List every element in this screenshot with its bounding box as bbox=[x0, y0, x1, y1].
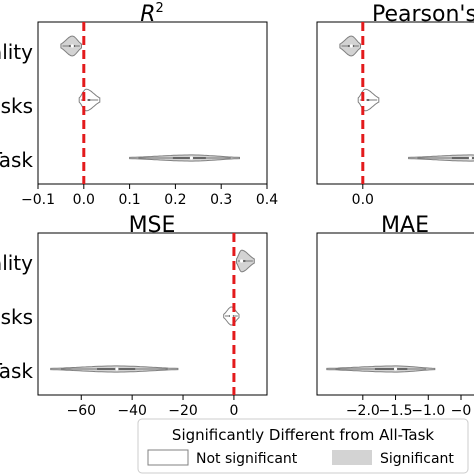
x-tick-label: −20 bbox=[168, 403, 198, 419]
legend-label-not-significant: Not significant bbox=[196, 451, 298, 467]
plot-area bbox=[37, 232, 268, 396]
x-tick-label: −0 bbox=[451, 403, 472, 419]
legend: Significantly Different from All-Task No… bbox=[137, 418, 469, 474]
x-tick-label: 0.3 bbox=[210, 192, 232, 208]
x-tick-label: −0.1 bbox=[21, 192, 55, 208]
panel-r2: R2 −0.1 0.0 0.1 0.2 0.3 0.4 bbox=[21, 1, 278, 208]
x-tick-label: 0.1 bbox=[118, 192, 140, 208]
violin-median bbox=[189, 156, 194, 160]
x-tick-label: −2.0 bbox=[346, 403, 380, 419]
panel-mse: MSE −60 −40 −20 0 bbox=[37, 213, 268, 419]
x-tick-label: 0 bbox=[229, 403, 238, 419]
violin-median bbox=[115, 367, 119, 371]
violin-median bbox=[468, 156, 473, 160]
plot-area bbox=[316, 21, 474, 185]
row-label: Task bbox=[0, 359, 33, 383]
violin-median bbox=[393, 367, 398, 371]
legend-frame bbox=[137, 418, 469, 474]
x-tick-label: −60 bbox=[66, 403, 96, 419]
x-tick-label: 0.0 bbox=[73, 192, 95, 208]
panel-pearson: Pearson's 0.0 bbox=[316, 2, 474, 208]
legend-label-significant: Significant bbox=[380, 451, 454, 467]
legend-swatch-significant bbox=[332, 450, 372, 465]
row-label: uality bbox=[0, 251, 33, 275]
plot-area bbox=[37, 21, 268, 185]
row-label: uality bbox=[0, 40, 33, 64]
violin-median bbox=[239, 259, 244, 263]
x-tick-label: −40 bbox=[117, 403, 147, 419]
x-tick-label: −1.0 bbox=[411, 403, 445, 419]
x-tick-label: 0.4 bbox=[256, 192, 278, 208]
row-labels-bottom: uality asks Task bbox=[0, 251, 33, 383]
violin-median bbox=[349, 44, 353, 48]
row-label: asks bbox=[0, 94, 33, 118]
panel-title: Pearson's bbox=[372, 2, 474, 27]
violin-median bbox=[70, 44, 74, 48]
x-tick-label: 0.0 bbox=[352, 192, 374, 208]
row-labels-top: uality asks Task bbox=[0, 40, 33, 172]
plot-area bbox=[316, 232, 474, 396]
panel-mae: MAE −2.0−1.5−1.0 −0 bbox=[316, 213, 474, 419]
panel-title: R2 bbox=[140, 1, 164, 27]
x-tick-label: 0.2 bbox=[164, 192, 186, 208]
violin-median bbox=[229, 314, 233, 318]
panel-title: MSE bbox=[129, 213, 176, 238]
x-tick-label: −1.5 bbox=[379, 403, 413, 419]
legend-swatch-not-significant bbox=[147, 449, 189, 466]
row-label: Task bbox=[0, 148, 33, 172]
legend-title: Significantly Different from All-Task bbox=[172, 426, 434, 444]
row-label: asks bbox=[0, 305, 33, 329]
panel-title: MAE bbox=[381, 213, 429, 238]
